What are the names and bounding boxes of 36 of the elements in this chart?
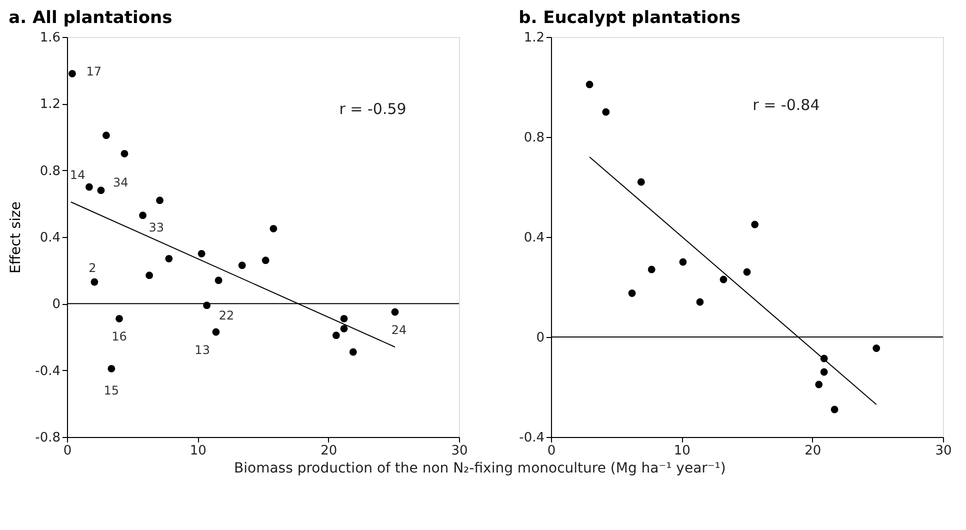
y-tick-label: 1.6 bbox=[40, 30, 60, 46]
annotation: 15 bbox=[104, 384, 120, 398]
y-tick-label: 1.2 bbox=[40, 97, 60, 112]
annotation: r = -0.59 bbox=[339, 100, 406, 118]
y-tick-label: 0.4 bbox=[40, 230, 60, 246]
y-tick-label: 0.4 bbox=[524, 230, 544, 246]
y-tick-label: 0.8 bbox=[40, 164, 60, 179]
annotation: 33 bbox=[148, 220, 164, 234]
x-tick-label: 0 bbox=[547, 444, 556, 458]
y-axis-title: Effect size bbox=[8, 202, 24, 274]
y-tick-label: 1.2 bbox=[524, 30, 544, 46]
x-tick-label: 20 bbox=[804, 444, 822, 458]
annotation: 24 bbox=[391, 323, 407, 337]
x-tick-label: 10 bbox=[190, 444, 206, 458]
annotation: 16 bbox=[112, 330, 127, 344]
y-tick-label: 0 bbox=[52, 297, 60, 312]
annotation: 22 bbox=[218, 308, 234, 322]
y-tick-label: -0.8 bbox=[35, 430, 60, 446]
x-tick-label: 10 bbox=[674, 444, 690, 458]
x-axis-title: Biomass production of the non N₂-fixing monoculture (Mg ha⁻¹ year⁻¹) bbox=[234, 460, 726, 476]
annotation: r = -0.84 bbox=[752, 96, 820, 114]
y-tick-label: -0.4 bbox=[519, 430, 544, 446]
y-tick-label: 0 bbox=[536, 330, 544, 346]
annotation: 17 bbox=[86, 64, 102, 79]
y-tick-label: -0.4 bbox=[35, 364, 60, 379]
annotation: 14 bbox=[70, 168, 86, 182]
annotation: 34 bbox=[112, 175, 128, 190]
x-tick-label: 20 bbox=[320, 444, 338, 458]
annotation: 13 bbox=[194, 343, 210, 357]
annotation: 2 bbox=[88, 261, 96, 275]
x-tick-label: 0 bbox=[63, 444, 72, 458]
chart-title: a. All plantations bbox=[8, 8, 172, 28]
x-tick-label: 30 bbox=[935, 444, 952, 458]
chart-title: b. Eucalypt plantations bbox=[518, 8, 741, 28]
x-tick-label: 30 bbox=[451, 444, 468, 458]
y-tick-label: 0.8 bbox=[524, 130, 544, 146]
